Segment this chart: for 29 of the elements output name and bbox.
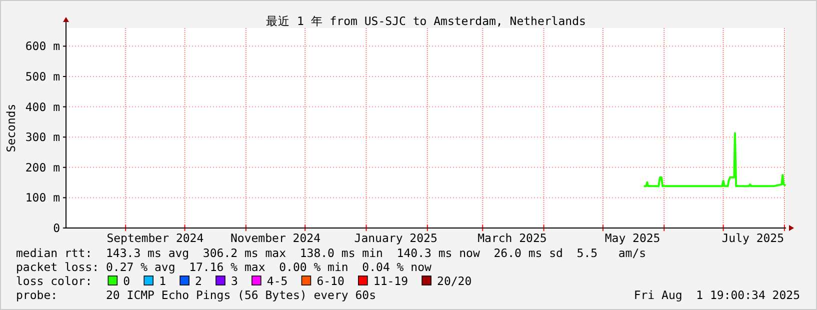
- y-tick-label: 500 m: [25, 69, 60, 84]
- x-tick-label: March 2025: [478, 231, 547, 245]
- legend-label: 0: [123, 274, 130, 288]
- legend-label: 6-10: [316, 274, 344, 288]
- x-tick-label: September 2024: [106, 231, 204, 245]
- text: packet loss: 0.27 % avg 17.16 % max 0.00 % min 0.04 % now: [16, 260, 432, 274]
- x-tick-label: January 2025: [354, 231, 438, 245]
- y-tick-label: 100 m: [25, 190, 60, 205]
- y-axis-title: Seconds: [4, 104, 18, 152]
- chart-title: 最近 1 年 from US-SJC to Amsterdam, Netherlands: [266, 14, 586, 28]
- x-tick-label: November 2024: [230, 231, 321, 245]
- text: probe: 20 ICMP Echo Pings (56 Bytes) every 60s: [16, 288, 376, 302]
- y-tick-label: 400 m: [25, 100, 60, 114]
- y-tick-label: 0: [53, 221, 60, 235]
- y-tick-label: 600 m: [25, 39, 60, 54]
- text: Fri Aug 1 19:00:34 2025: [634, 288, 800, 302]
- legend-label: 2: [195, 274, 202, 288]
- y-tick-label: 200 m: [25, 160, 60, 174]
- line-series: [642, 132, 787, 188]
- legend-label: 1: [159, 274, 166, 288]
- legend-label: 11-19: [373, 274, 408, 288]
- legend-title: loss color:: [16, 274, 92, 288]
- x-tick-label: July 2025: [722, 231, 784, 245]
- legend-label: 4-5: [266, 274, 288, 288]
- y-tick-label: 300 m: [25, 130, 60, 144]
- legend-label: 3: [230, 274, 238, 288]
- legend-label: 20/20: [437, 274, 472, 288]
- text: median rtt: 143.3 ms avg 306.2 ms max 138.0 ms min 140.3 ms now 26.0 ms sd 5.5 am/s: [16, 246, 646, 260]
- x-tick-label: May 2025: [604, 231, 660, 245]
